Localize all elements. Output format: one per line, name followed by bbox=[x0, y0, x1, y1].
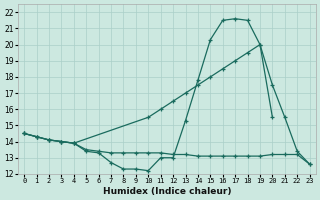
X-axis label: Humidex (Indice chaleur): Humidex (Indice chaleur) bbox=[103, 187, 231, 196]
